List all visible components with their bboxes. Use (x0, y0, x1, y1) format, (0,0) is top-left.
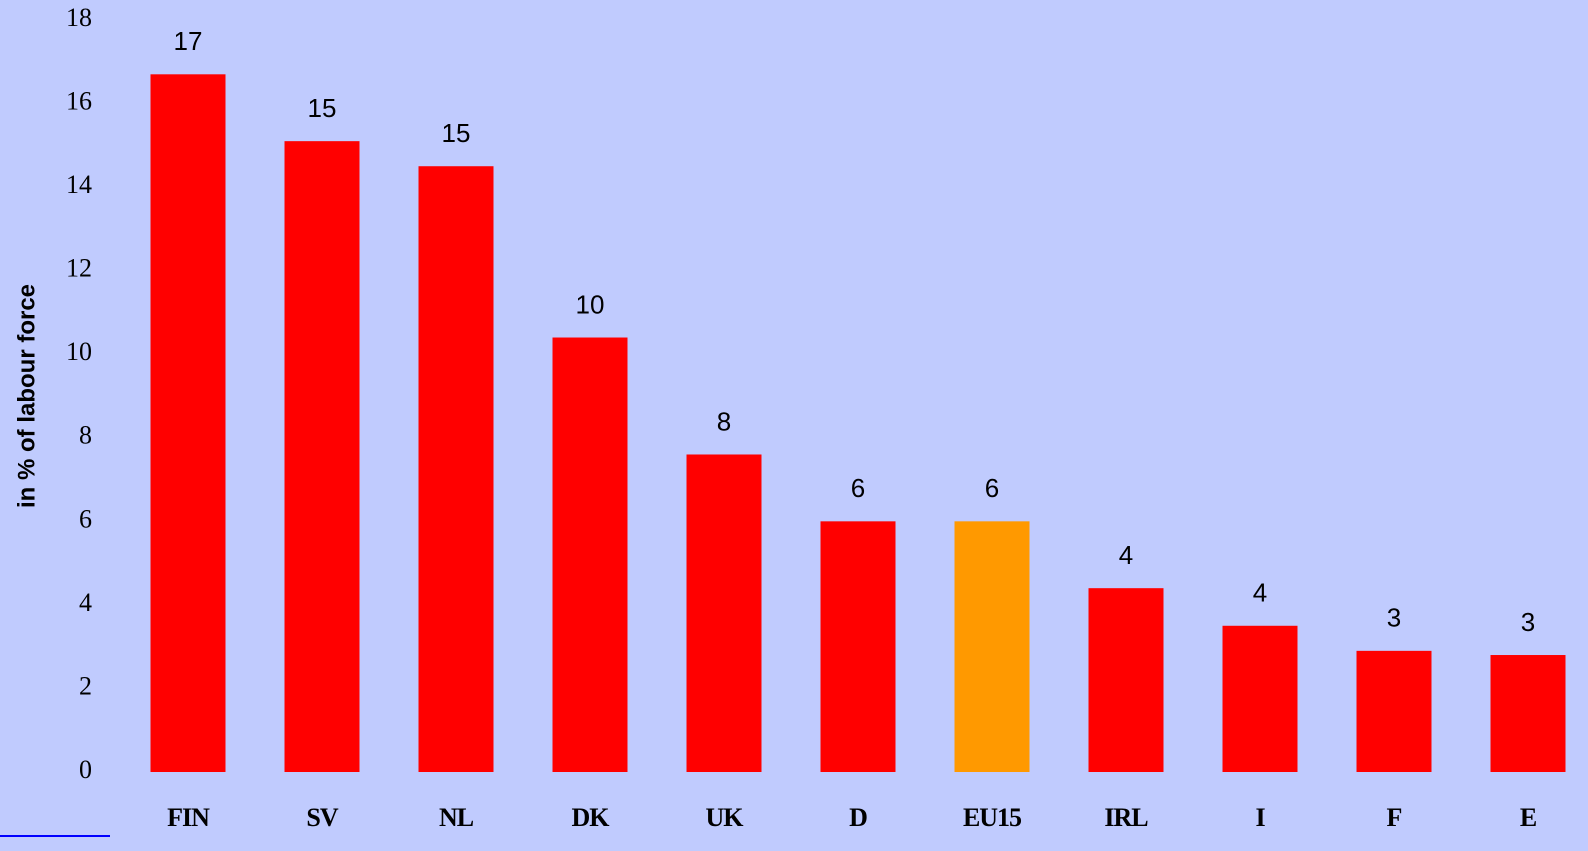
bar (552, 337, 628, 772)
value-label: 15 (442, 118, 471, 148)
value-label: 8 (717, 406, 731, 436)
x-tick-label: NL (439, 803, 474, 832)
value-label: 4 (1253, 578, 1267, 608)
y-tick-label: 2 (79, 671, 92, 700)
y-tick-label: 16 (66, 87, 92, 116)
value-label: 17 (174, 26, 203, 56)
value-label: 4 (1119, 540, 1133, 570)
x-tick-label: UK (706, 803, 745, 832)
bar (1088, 588, 1164, 772)
y-axis-label: in % of labour force (13, 284, 40, 508)
y-tick-label: 12 (66, 254, 92, 283)
bar (1222, 625, 1298, 772)
value-label: 3 (1387, 603, 1401, 633)
value-label: 6 (985, 473, 999, 503)
y-tick-label: 8 (79, 421, 92, 450)
bar (1356, 650, 1432, 772)
y-tick-label: 10 (66, 337, 92, 366)
x-tick-label: FIN (167, 803, 210, 832)
value-label: 3 (1521, 607, 1535, 637)
x-tick-label: I (1255, 803, 1265, 832)
bar (418, 166, 494, 772)
y-tick-label: 18 (66, 3, 92, 32)
bar (820, 521, 896, 772)
x-tick-label: E (1520, 803, 1537, 832)
x-tick-label: SV (306, 803, 338, 832)
x-tick-label: D (849, 803, 867, 832)
x-tick-label: IRL (1104, 803, 1148, 832)
x-tick-label: F (1387, 803, 1402, 832)
bar (686, 454, 762, 772)
y-tick-label: 14 (66, 170, 92, 199)
value-label: 6 (851, 473, 865, 503)
x-tick-label: EU15 (963, 803, 1022, 832)
y-tick-label: 4 (79, 588, 92, 617)
bar (1490, 655, 1566, 772)
value-label: 15 (308, 93, 337, 123)
bar (150, 74, 226, 773)
bar (954, 521, 1030, 772)
x-tick-label: DK (572, 803, 611, 832)
y-tick-label: 6 (79, 504, 92, 533)
bar (284, 141, 360, 773)
value-label: 10 (576, 289, 605, 319)
y-tick-label: 0 (79, 755, 92, 784)
